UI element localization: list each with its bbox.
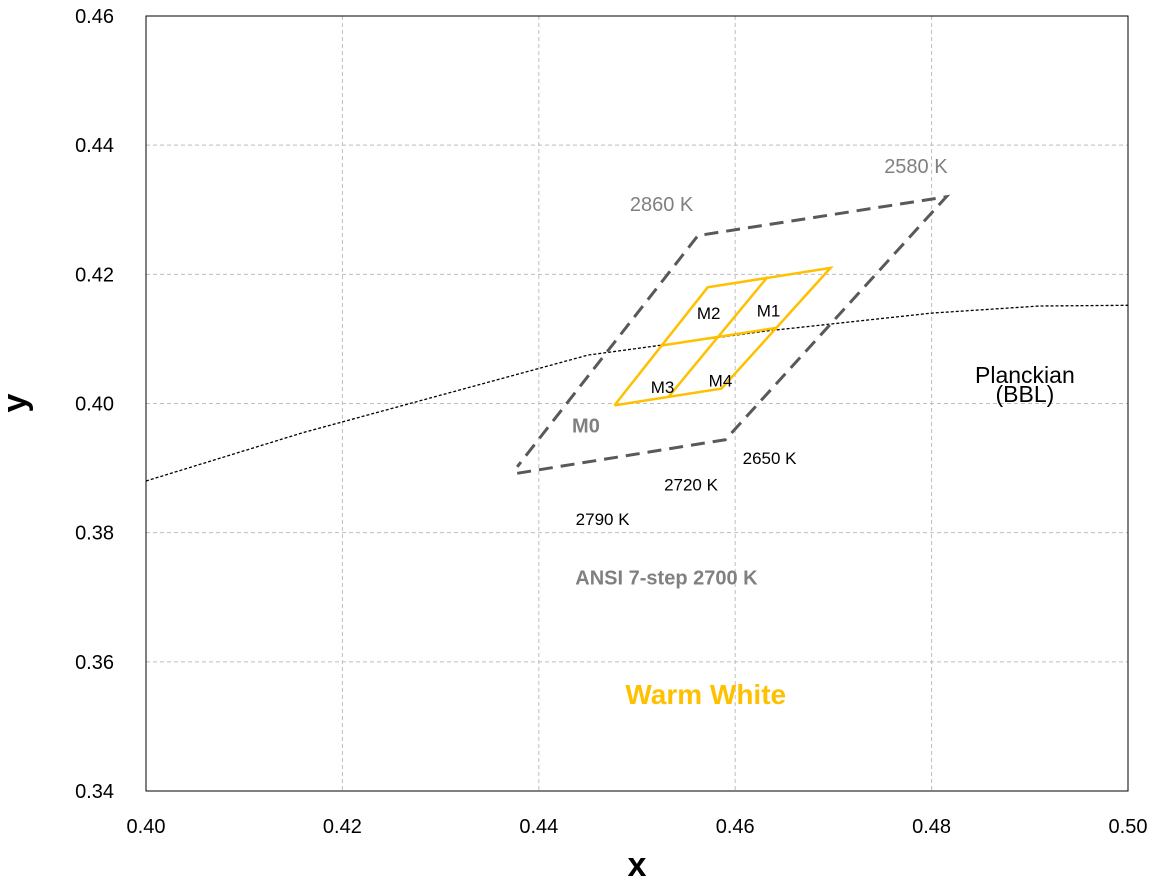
- x-tick-label: 0.50: [1109, 816, 1148, 838]
- y-tick-label: 0.36: [75, 652, 114, 674]
- x-tick-label: 0.48: [912, 816, 951, 838]
- annotation-cct-2720: 2720 K: [664, 476, 719, 495]
- planckian-locus-line: [146, 304, 1128, 482]
- ansi-quadrangle-m0-line: [516, 194, 951, 475]
- y-tick-label: 0.38: [75, 523, 114, 545]
- annotation-cct-2580: 2580 K: [884, 156, 948, 178]
- annotation-m2: M2: [697, 304, 721, 323]
- annotation-cct-2650: 2650 K: [743, 449, 798, 468]
- x-tick-labels: 0.40 0.42 0.44 0.46 0.48 0.50: [127, 816, 1148, 838]
- bin-outer-line: [613, 266, 834, 407]
- grid-lines: [146, 16, 1128, 791]
- annotation-m3: M3: [651, 378, 675, 397]
- y-tick-labels: 0.34 0.36 0.38 0.40 0.42 0.44 0.46: [75, 6, 114, 803]
- x-tick-label: 0.46: [716, 816, 755, 838]
- annotation-ansi-label: ANSI 7-step 2700 K: [575, 567, 758, 589]
- annotation-cct-2790: 2790 K: [576, 510, 631, 529]
- x-tick-label: 0.40: [127, 816, 166, 838]
- y-tick-label: 0.44: [75, 135, 114, 157]
- y-tick-label: 0.46: [75, 6, 114, 28]
- y-tick-label: 0.40: [75, 394, 114, 416]
- x-axis-title: x: [628, 846, 647, 882]
- annotation-cct-2860: 2860 K: [630, 194, 694, 216]
- plot-area-border: [145, 15, 1129, 792]
- annotations: 2860 K 2580 K M2 M1 M3 M4 M0 2650 K 2720 K 2790 K…: [572, 156, 1075, 710]
- annotation-m0: M0: [572, 416, 600, 438]
- annotation-planckian-line1: Planckian: [975, 362, 1075, 388]
- bin-divider-2-line: [667, 276, 769, 398]
- annotation-warm-white: Warm White: [625, 679, 786, 710]
- data-series: [146, 194, 1128, 482]
- x-tick-label: 0.42: [323, 816, 362, 838]
- y-tick-label: 0.34: [75, 781, 114, 803]
- annotation-planckian-line2: (BBL): [995, 381, 1054, 407]
- annotation-m4: M4: [709, 372, 733, 391]
- annotation-m1: M1: [757, 301, 781, 320]
- y-axis-title: y: [0, 393, 34, 412]
- y-tick-label: 0.42: [75, 264, 114, 286]
- x-tick-label: 0.44: [519, 816, 558, 838]
